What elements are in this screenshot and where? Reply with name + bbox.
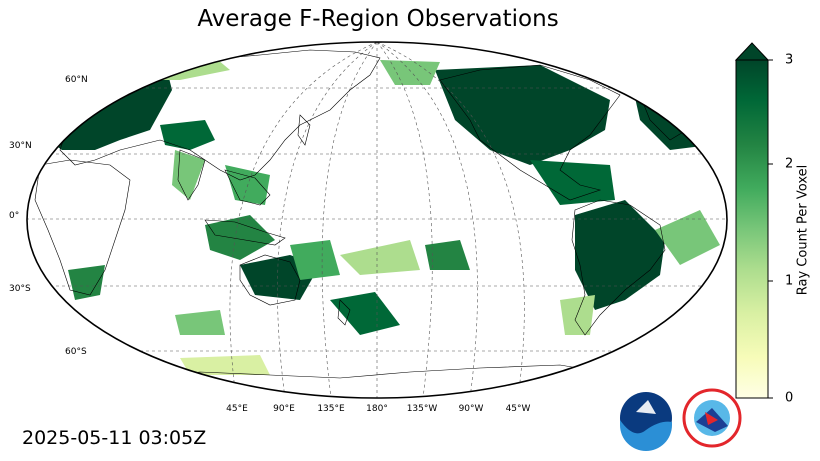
coast-se-asia xyxy=(224,169,271,206)
coast-north-america xyxy=(439,64,621,201)
gridline-lon-90w xyxy=(376,42,478,398)
map-title: Average F-Region Observations xyxy=(197,6,559,32)
timestamp: 2025-05-11 03:05Z xyxy=(22,427,207,449)
colorbar-tick-label-1: 1 xyxy=(785,273,794,289)
density-region-india xyxy=(172,150,205,200)
lon-label-90e: 90°E xyxy=(273,404,295,414)
lat-label-30n: 30°N xyxy=(9,141,32,151)
gridline-lon-45e xyxy=(229,42,378,398)
coast-australia xyxy=(239,254,301,306)
lon-label-180: 180° xyxy=(366,404,388,414)
colorbar-gradient xyxy=(735,59,769,399)
gridline-lon-135e xyxy=(321,42,378,398)
coast-japan xyxy=(297,114,311,146)
lon-label-135w: 135°W xyxy=(406,404,438,414)
density-region-west-pacific xyxy=(290,240,340,280)
observation-density-layer xyxy=(48,45,720,375)
density-region-south-america xyxy=(575,200,665,310)
density-region-south-pacific xyxy=(340,240,420,275)
coast-indonesia xyxy=(204,219,286,246)
lon-label-90w: 90°W xyxy=(458,404,484,414)
noaa-logo xyxy=(620,392,672,451)
coast-new-zealand xyxy=(337,299,351,326)
globe-outline xyxy=(26,41,728,399)
density-region-south-africa xyxy=(68,265,105,300)
colorbar-tick-label-2: 2 xyxy=(785,156,794,172)
density-region-greenland xyxy=(630,75,710,150)
density-region-southern-ocean xyxy=(175,310,225,335)
colorbar-tick-label-0: 0 xyxy=(785,390,794,406)
density-region-new-zealand xyxy=(330,292,400,335)
density-region-patagonia xyxy=(560,295,595,335)
lat-label-30s: 30°S xyxy=(9,284,31,294)
density-region-north-america xyxy=(435,65,610,165)
colorbar-extend-arrow xyxy=(734,42,770,61)
colorbar-tick-label-3: 3 xyxy=(785,52,794,68)
gridline-lon-90e xyxy=(277,42,378,398)
density-region-alaska xyxy=(380,60,440,85)
density-region-central-pacific xyxy=(425,240,470,270)
lat-label-60s: 60°S xyxy=(65,347,87,357)
lat-label-60n: 60°N xyxy=(65,75,88,85)
density-region-central-america xyxy=(530,160,615,205)
gridline-lon-135w xyxy=(376,42,433,398)
coast-africa xyxy=(34,159,131,296)
lon-label-45w: 45°W xyxy=(505,404,531,414)
coast-south-america xyxy=(571,199,666,336)
density-region-south-atlantic xyxy=(655,210,720,265)
density-region-antarctic-coast xyxy=(180,355,270,375)
colorbar-label: Ray Count Per Voxel xyxy=(795,164,811,296)
nws-logo xyxy=(682,388,742,448)
density-region-indonesia xyxy=(205,215,275,260)
lon-label-45e: 45°E xyxy=(226,404,248,414)
lon-label-135e: 135°E xyxy=(317,404,345,414)
colorbar xyxy=(734,42,773,399)
coast-antarctica xyxy=(129,364,621,381)
lat-label-0: 0° xyxy=(9,211,20,221)
coast-india xyxy=(177,149,206,201)
density-region-middle-east xyxy=(160,120,215,150)
